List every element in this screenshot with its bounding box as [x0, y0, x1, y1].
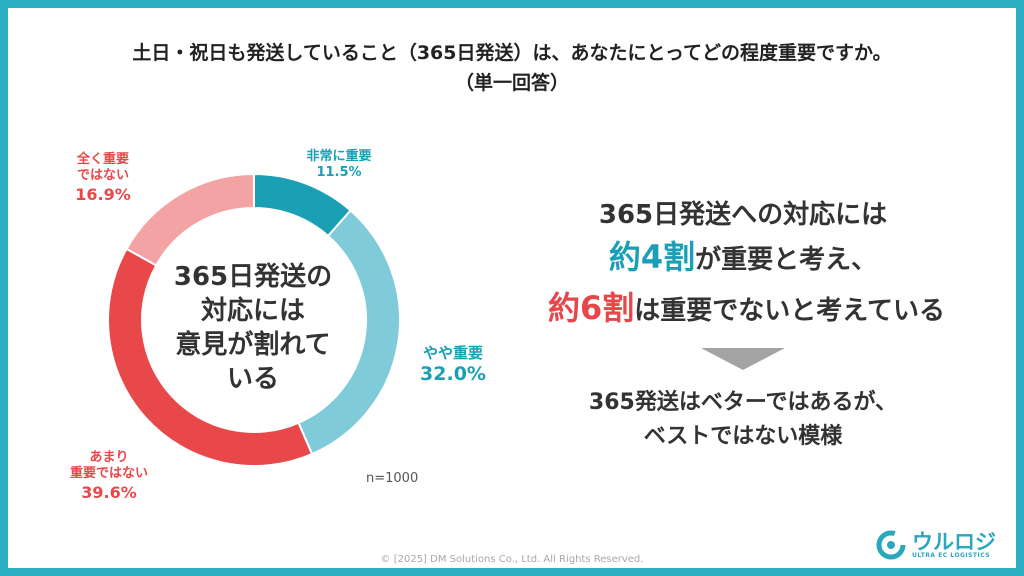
slice-label-0: 非常に重要 11.5% [284, 149, 394, 182]
slice-label-1: やや重要 32.0% [398, 344, 508, 387]
logo-tagline: ULTRA EC LOGISTICS [912, 552, 991, 559]
donut-slice-2 [107, 247, 314, 467]
slice-value-2: 39.6% [81, 482, 137, 502]
summary-line-2-rest: が重要と考え、 [695, 245, 878, 275]
logo-word: ウルロジ [912, 530, 996, 554]
slice-name-3-0: 全く重要 [76, 152, 129, 167]
donut-slice-3 [125, 172, 255, 267]
slice-value-3: 16.9% [75, 184, 131, 204]
conclusion-line-1: 365発送はベターではあるが、 [588, 390, 898, 415]
conclusion-line-2: ベストではない模様 [643, 424, 843, 449]
summary-line-3: 約6割は重要でないと考えている [548, 284, 945, 335]
summary-highlight-40: 約4割 [608, 238, 696, 276]
summary-highlight-60: 約6割 [548, 289, 635, 327]
down-arrow-icon [701, 348, 785, 370]
donut-center-label: 365日発送の 対応には 意見が割れて いる [163, 260, 343, 396]
center-line-3: 意見が割れて [175, 330, 331, 360]
center-line-1: 365日発送の [173, 262, 333, 292]
title-line-1: 土日・祝日も発送していること（365日発送）は、あなたにとってどの程度重要ですか… [132, 42, 892, 64]
conclusion: 365発送はベターではあるが、 ベストではない模様 [548, 386, 938, 454]
summary-line-3-rest: は重要でないと考えている [634, 296, 945, 326]
slide: 土日・祝日も発送していること（365日発送）は、あなたにとってどの程度重要ですか… [8, 8, 1016, 568]
company-logo: ウルロジ ULTRA EC LOGISTICS [874, 526, 1004, 564]
slide-title: 土日・祝日も発送していること（365日発送）は、あなたにとってどの程度重要ですか… [8, 38, 1016, 98]
summary-line-2: 約4割が重要と考え、 [548, 233, 938, 284]
title-line-2: （単一回答） [454, 72, 569, 94]
slice-name-0-0: 非常に重要 [306, 149, 372, 164]
slice-label-3: 全く重要 ではない 16.9% [48, 152, 158, 205]
center-line-2: 対応には [200, 296, 305, 326]
slice-value-0: 11.5% [316, 165, 362, 181]
center-line-4: いる [226, 364, 279, 394]
slice-name-2-1: 重要ではない [69, 466, 148, 482]
slice-value-1: 32.0% [420, 362, 486, 385]
slice-name-2-0: あまり [89, 450, 129, 465]
summary-line-1: 365日発送への対応には [598, 200, 888, 230]
slice-name-3-1: ではない [76, 168, 129, 184]
donut-chart [107, 172, 401, 467]
sample-size-label: n=1000 [366, 471, 419, 486]
copyright: © [2025] DM Solutions Co., Ltd. All Righ… [380, 554, 644, 565]
slice-name-1-0: やや重要 [422, 344, 483, 362]
logo-mark-icon [876, 530, 906, 560]
slice-label-2: あまり 重要ではない 39.6% [44, 450, 174, 503]
